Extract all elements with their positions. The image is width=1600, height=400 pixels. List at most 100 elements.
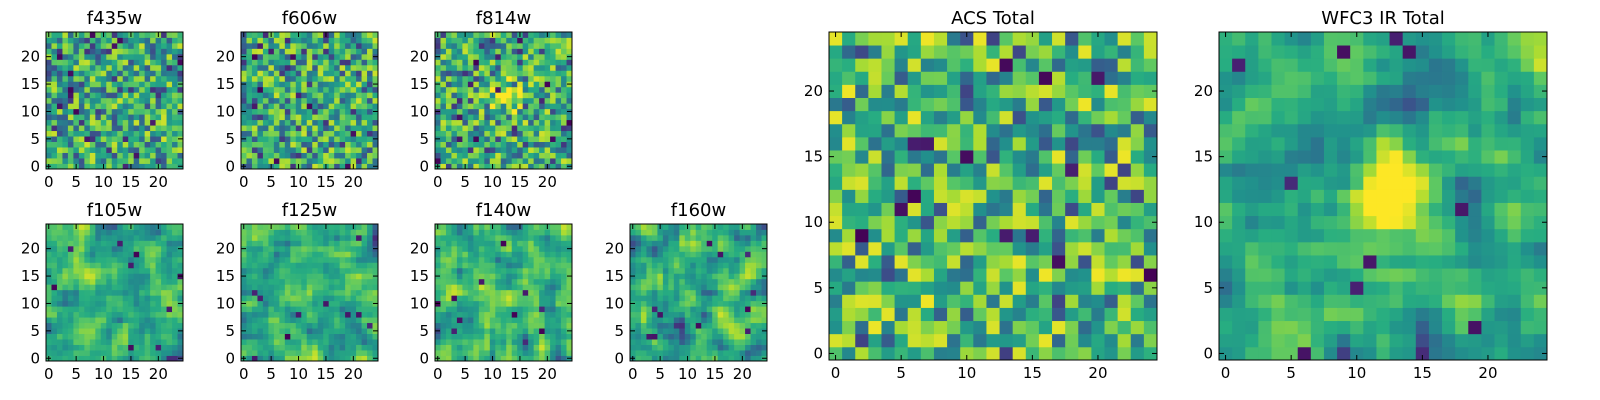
heatmap-cell (56, 234, 63, 241)
heatmap-cell (139, 97, 146, 104)
heatmap-cell (312, 75, 319, 82)
heatmap-cell (522, 103, 529, 110)
heatmap-cell (484, 86, 491, 93)
heatmap-cell (177, 240, 184, 247)
heatmap-cell (295, 317, 302, 324)
heatmap-cell (144, 256, 151, 263)
heatmap-cell (690, 240, 697, 247)
heatmap-cell (646, 317, 653, 324)
heatmap-cell (95, 245, 102, 252)
heatmap-cell (517, 42, 524, 49)
heatmap-cell (761, 322, 768, 329)
heatmap-cell (435, 284, 441, 291)
heatmap-cell (440, 119, 447, 126)
heatmap-cell (361, 119, 368, 126)
heatmap-cell (301, 289, 308, 296)
x-tick-label: 0 (239, 365, 249, 383)
heatmap-cell (317, 355, 324, 362)
heatmap-cell (947, 255, 961, 269)
heatmap-cell (67, 240, 74, 247)
heatmap-cell (894, 215, 909, 230)
heatmap-cell (456, 350, 463, 356)
heatmap-cell (907, 176, 922, 190)
heatmap-cell (544, 119, 551, 126)
heatmap-cell (495, 53, 502, 60)
heatmap-cell (484, 317, 491, 324)
heatmap-cell (279, 289, 286, 296)
heatmap-cell (986, 281, 1000, 295)
heatmap-cell (301, 114, 308, 121)
heatmap-cell (172, 350, 178, 356)
heatmap-cell (684, 267, 691, 274)
heatmap-cell (257, 152, 264, 159)
heatmap-cell (312, 119, 319, 126)
heatmap-cell (495, 152, 502, 159)
heatmap-cell (161, 64, 167, 71)
heatmap-cell (268, 59, 275, 66)
heatmap-cell (139, 284, 146, 291)
heatmap-cell (855, 202, 869, 217)
heatmap-cell (139, 141, 146, 148)
heatmap-cell (539, 125, 545, 132)
heatmap-cell (484, 273, 491, 280)
heatmap-cell (257, 251, 264, 258)
heatmap-cell (367, 317, 373, 324)
heatmap-cell (550, 130, 556, 137)
heatmap-cell (361, 32, 368, 38)
heatmap-cell (339, 256, 346, 263)
heatmap-cell (128, 141, 135, 148)
heatmap-cell (133, 42, 140, 49)
heatmap-cell (133, 59, 140, 66)
heatmap-cell (635, 256, 642, 263)
heatmap-cell (312, 234, 319, 241)
heatmap-cell (106, 240, 113, 247)
heatmap-cell (467, 125, 474, 132)
heatmap-cell (273, 322, 280, 329)
heatmap-cell (701, 240, 708, 247)
heatmap-cell (1025, 320, 1040, 335)
heatmap-cell (372, 86, 379, 93)
heatmap-cell (528, 152, 535, 159)
heatmap-cell (555, 108, 562, 115)
heatmap-cell (78, 42, 85, 49)
heatmap-cell (695, 262, 702, 269)
heatmap-cell (440, 103, 447, 110)
heatmap-cell (117, 289, 124, 296)
heatmap-cell (361, 224, 368, 230)
heatmap-cell (177, 141, 184, 148)
heatmap-cell (734, 240, 740, 247)
heatmap-cell (739, 306, 746, 313)
heatmap-cell (555, 70, 562, 77)
heatmap-cell (630, 262, 636, 269)
heatmap-cell (1012, 163, 1027, 177)
heatmap-cell (868, 268, 882, 282)
heatmap-cell (651, 278, 658, 285)
heatmap-cell (739, 240, 746, 247)
heatmap-cell (295, 251, 302, 258)
heatmap-cell (500, 262, 507, 269)
heatmap-cell (100, 136, 107, 142)
heatmap-cell (111, 224, 118, 230)
heatmap-cell (334, 108, 341, 115)
heatmap-cell (350, 333, 357, 340)
heatmap-cell (306, 229, 313, 236)
heatmap-cell (111, 295, 118, 302)
heatmap-cell (517, 141, 524, 148)
heatmap-cell (73, 37, 80, 44)
heatmap-cell (122, 70, 129, 77)
heatmap-cell (128, 240, 135, 247)
heatmap-cell (139, 136, 146, 142)
heatmap-cell (89, 245, 96, 252)
heatmap-cell (56, 97, 63, 104)
heatmap-cell (144, 295, 151, 302)
heatmap-cell (328, 278, 335, 285)
heatmap-cell (500, 229, 507, 236)
heatmap-cell (62, 158, 69, 164)
heatmap-cell (555, 306, 562, 313)
heatmap-cell (1065, 228, 1079, 243)
heatmap-cell (881, 307, 895, 322)
heatmap-cell (511, 108, 518, 115)
heatmap-cell (128, 158, 135, 164)
heatmap-cell (566, 322, 573, 329)
